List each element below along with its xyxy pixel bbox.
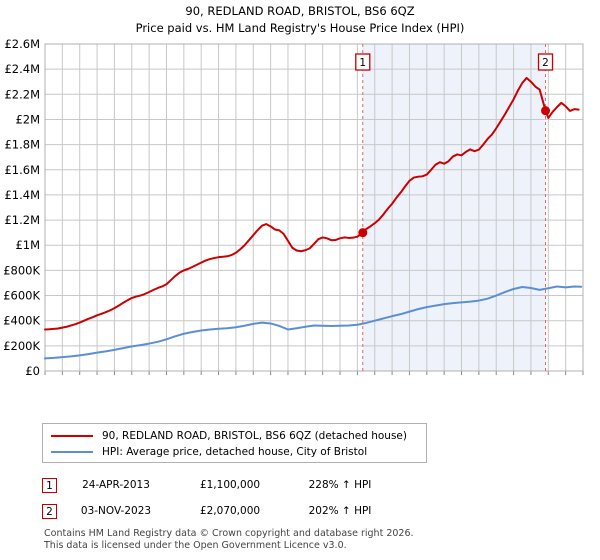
sale-hpi-change: 202% ↑ HPI	[308, 505, 372, 517]
y-axis-tick-label: £2M	[15, 112, 40, 126]
chart-title-block: 90, REDLAND ROAD, BRISTOL, BS6 6QZ Price…	[0, 3, 600, 37]
sale-period-highlight-band	[362, 44, 546, 371]
y-axis-tick-label: £600K	[3, 289, 40, 303]
legend-item-property: 90, REDLAND ROAD, BRISTOL, BS6 6QZ (deta…	[51, 428, 418, 444]
y-axis-tick-label: £1.6M	[4, 163, 40, 177]
y-axis-tick-label: £1M	[15, 238, 40, 252]
y-axis-tick-label: £200K	[3, 339, 40, 353]
hpi-average-line	[44, 285, 583, 360]
sale-hpi-change: 228% ↑ HPI	[308, 479, 372, 491]
page-title: 90, REDLAND ROAD, BRISTOL, BS6 6QZ	[185, 4, 415, 18]
price-history-chart: £0 £200K £400K £600K £800K £1M £1.2M £1.4M £1.6M…	[3, 38, 584, 378]
sale-marker-badge[interactable]	[537, 53, 554, 71]
sale-price: £2,070,000	[199, 505, 261, 517]
property-price-line	[44, 76, 580, 331]
chart-area: £0 £200K £400K £600K £800K £1M £1.2M £1.4M £1.6M…	[0, 38, 600, 378]
sale-marker-badge[interactable]	[355, 53, 371, 71]
legend-item-hpi: HPI: Average price, detached house, City…	[51, 444, 418, 460]
y-axis-tick-label: £1.8M	[4, 138, 40, 152]
legend-label-property: 90, REDLAND ROAD, BRISTOL, BS6 6QZ (deta…	[102, 430, 407, 442]
chart-legend: 90, REDLAND ROAD, BRISTOL, BS6 6QZ (deta…	[42, 423, 427, 463]
y-axis-tick-label: £400K	[3, 314, 40, 328]
legend-label-hpi: HPI: Average price, detached house, City…	[102, 446, 368, 458]
legend-swatch-property	[51, 435, 93, 437]
sale-date: 24-APR-2013	[82, 479, 150, 491]
page-subtitle: Price paid vs. HM Land Registry's House …	[135, 21, 465, 35]
plot-frame	[44, 43, 584, 372]
footer-line-1: Contains HM Land Registry data © Crown c…	[44, 528, 414, 539]
sale-marker-number: 2	[42, 503, 57, 519]
sale-marker-dot[interactable]	[541, 106, 551, 116]
sale-marker-badge-label: 1	[359, 57, 366, 69]
y-axis-tick-label: £800K	[3, 263, 40, 277]
y-axis-tick-label: £1.4M	[4, 188, 40, 202]
y-axis-tick-label: £0	[25, 364, 40, 378]
table-row[interactable]: 2 03-NOV-2023 £2,070,000 202% ↑ HPI	[42, 498, 562, 524]
y-axis-tick-label: £2.4M	[4, 62, 40, 76]
footer-line-2: This data is licensed under the Open Gov…	[44, 539, 347, 551]
sale-marker-dot[interactable]	[358, 228, 368, 238]
sale-marker-badge-label: 2	[542, 57, 549, 69]
legend-swatch-hpi	[51, 451, 93, 453]
y-axis-tick-label: £2.2M	[4, 87, 40, 101]
footer-attribution: Contains HM Land Registry data © Crown c…	[44, 528, 584, 551]
sale-price: £1,100,000	[199, 479, 261, 491]
y-axis-tick-label: £1.2M	[4, 213, 40, 227]
y-axis-tick-label: £2.6M	[4, 38, 40, 51]
sales-table: 1 24-APR-2013 £1,100,000 228% ↑ HPI 2 03…	[42, 472, 562, 524]
sale-marker-number: 1	[42, 477, 57, 493]
table-row[interactable]: 1 24-APR-2013 £1,100,000 228% ↑ HPI	[42, 472, 562, 498]
sale-date: 03-NOV-2023	[80, 505, 152, 517]
